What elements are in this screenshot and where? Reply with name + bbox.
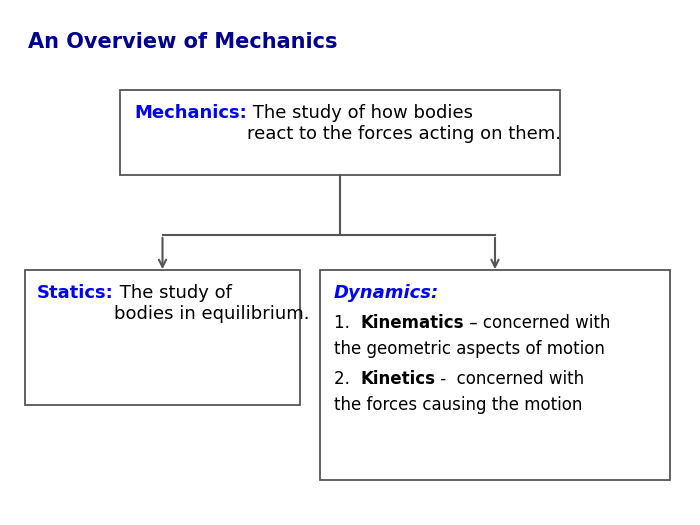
Text: The study of
bodies in equilibrium.: The study of bodies in equilibrium. xyxy=(113,284,309,323)
Text: the forces causing the motion: the forces causing the motion xyxy=(334,396,582,414)
Bar xyxy=(320,270,670,480)
Text: -  concerned with: - concerned with xyxy=(435,370,584,388)
Text: Kinematics: Kinematics xyxy=(360,314,464,332)
Text: Statics:: Statics: xyxy=(37,284,113,302)
Bar xyxy=(25,270,300,405)
Text: 1.: 1. xyxy=(334,314,360,332)
Text: the geometric aspects of motion: the geometric aspects of motion xyxy=(334,340,605,358)
Text: 2.: 2. xyxy=(334,370,360,388)
Bar xyxy=(120,90,560,175)
Text: Mechanics:: Mechanics: xyxy=(134,104,246,122)
Text: Dynamics:: Dynamics: xyxy=(334,284,440,302)
Text: An Overview of Mechanics: An Overview of Mechanics xyxy=(28,32,337,52)
Text: – concerned with: – concerned with xyxy=(464,314,610,332)
Text: The study of how bodies
react to the forces acting on them.: The study of how bodies react to the for… xyxy=(246,104,561,143)
Text: Kinetics: Kinetics xyxy=(360,370,435,388)
